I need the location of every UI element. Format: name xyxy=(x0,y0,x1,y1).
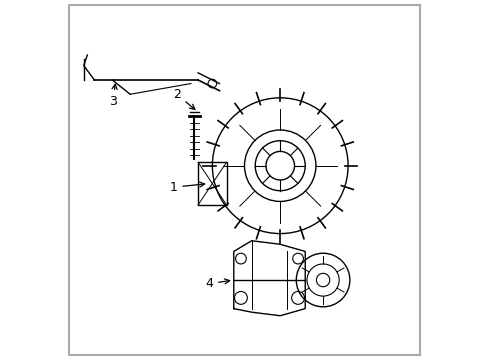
Bar xyxy=(198,162,226,205)
Text: 1: 1 xyxy=(169,181,204,194)
Text: 3: 3 xyxy=(108,84,117,108)
Text: 2: 2 xyxy=(173,88,195,109)
Text: 4: 4 xyxy=(205,277,229,290)
